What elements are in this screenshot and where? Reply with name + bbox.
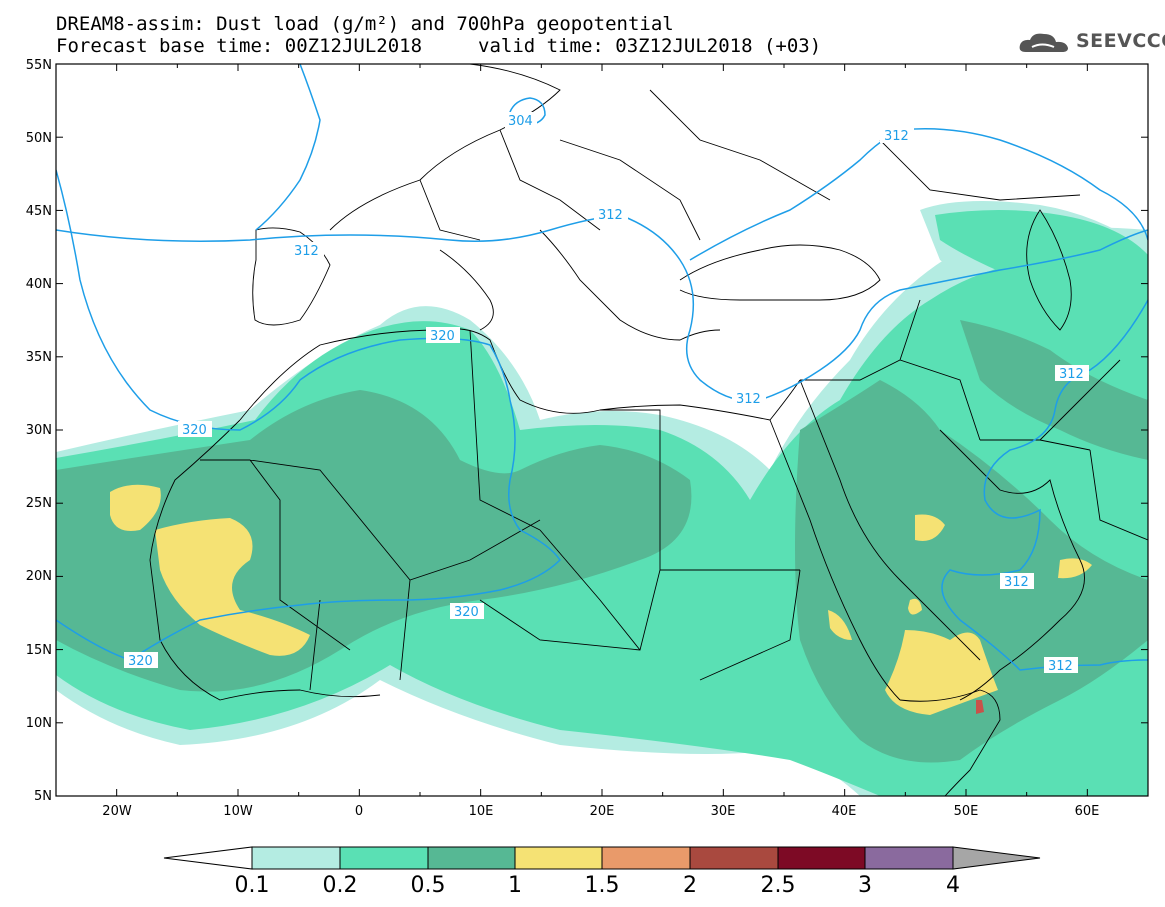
svg-text:304: 304 [508,114,533,129]
dust-area-medium-central-asia [935,210,1148,301]
svg-text:320: 320 [128,654,153,669]
axis-ticks [55,63,1149,797]
dust-area-high-mauritania [110,484,310,656]
color-legend [163,846,1041,870]
valid-time: valid time: 03Z12JUL2018 (+03) [478,35,822,57]
lat-label: 30N [26,423,52,438]
svg-text:320: 320 [454,605,479,620]
latitude-labels: 55N 50N 45N 40N 35N 30N 25N 20N 15N 10N … [26,58,52,804]
contour-320-north [56,169,561,661]
forecast-base-time: Forecast base time: 00Z12JUL2018 [56,35,423,57]
lon-label: 30E [711,804,736,819]
legend-swatch-0.1 [251,846,341,870]
lat-label: 40N [26,277,52,292]
contour-label-312d: 312 [732,390,766,407]
legend-swatch-0.5 [427,846,516,870]
coast-iberia-europe [252,64,561,326]
border-middle-east [800,299,1148,541]
legend-label: 1.5 [585,873,620,898]
longitude-labels: 20W 10W 0 10E 20E 30E 40E 50E 60E [102,804,1099,819]
coast-north-africa [239,328,801,421]
legend-swatch-0.2 [339,846,429,870]
lat-label: 20N [26,569,52,584]
legend-swatch-1 [514,846,603,870]
lat-label: 5N [34,789,52,804]
legend-label: 0.5 [411,873,446,898]
contour-label-312c: 312 [880,127,914,144]
lon-label: 50E [954,804,979,819]
contour-312-north [56,214,1148,402]
legend-labels: 0.1 0.2 0.5 1 1.5 2 2.5 3 4 [235,873,961,898]
logo-text: SEEVCCC [1076,30,1165,52]
svg-text:312: 312 [736,392,761,407]
contour-label-320b: 320 [178,421,212,438]
cloud-logo-icon [1019,33,1068,52]
svg-text:320: 320 [430,329,455,344]
coast-caspian [1026,209,1072,331]
coast-red-sea [769,379,981,701]
border-sahara-1 [200,329,801,691]
lon-label: 20W [102,804,132,819]
coast-west-africa [149,419,381,701]
svg-text:312: 312 [1059,367,1084,382]
contour-312-west [255,64,321,231]
legend-label: 2.5 [761,873,796,898]
lat-label: 55N [26,58,52,73]
legend-label: 4 [946,873,960,898]
lon-label: 60E [1075,804,1100,819]
contour-label-312g: 312 [1044,657,1078,674]
legend-swatch-2.5 [777,846,866,870]
contour-label-312a: 312 [290,242,324,259]
lat-label: 35N [26,350,52,365]
legend-swatch-1.5 [601,846,691,870]
legend-label: 0.1 [235,873,270,898]
lon-label: 10E [469,804,494,819]
lat-label: 50N [26,131,52,146]
border-europe [419,89,1081,241]
svg-text:312: 312 [884,129,909,144]
legend-min-arrow [163,846,253,870]
contour-label-312e: 312 [1055,365,1089,382]
lon-label: 40E [832,804,857,819]
legend-label: 0.2 [323,873,358,898]
svg-text:312: 312 [1048,659,1073,674]
legend-label: 3 [858,873,872,898]
dust-area-high-arabia [828,514,1092,715]
lat-label: 45N [26,204,52,219]
contour-312-arabia [941,299,1148,671]
contour-label-320d: 320 [124,652,158,669]
contour-label-group: 304 312 312 312 312 312 312 320 320 320 … [124,112,1089,669]
legend-max-arrow [952,846,1041,870]
lat-label: 15N [26,643,52,658]
svg-text:320: 320 [182,423,207,438]
legend-swatch-2 [689,846,779,870]
contour-label-320a: 320 [426,327,460,344]
lon-label: 10W [223,804,253,819]
dust-area-dense-iran [960,320,1148,460]
dust-area-max-somalia [976,700,984,714]
lat-label: 25N [26,496,52,511]
coast-horn-africa [899,689,1001,796]
svg-text:312: 312 [598,208,623,223]
coastlines [149,64,1148,796]
lat-label: 10N [26,716,52,731]
svg-text:312: 312 [1004,575,1029,590]
contour-label-304: 304 [505,112,537,129]
legend-label: 1 [508,873,522,898]
legend-label: 2 [683,873,697,898]
coast-italy-balkans [439,229,721,341]
legend-swatch-3 [864,846,954,870]
coast-arabia-gulf [939,429,1085,701]
dust-load-field [56,201,1148,796]
coast-black-sea [679,244,881,301]
contour-label-312b: 312 [594,206,628,223]
contour-label-320c: 320 [450,603,484,620]
map-title: DREAM8-assim: Dust load (g/m²) and 700hP… [56,13,674,35]
contour-label-312f: 312 [1000,573,1034,590]
svg-text:312: 312 [294,244,319,259]
lon-label: 20E [590,804,615,819]
lon-label: 0 [355,804,363,819]
